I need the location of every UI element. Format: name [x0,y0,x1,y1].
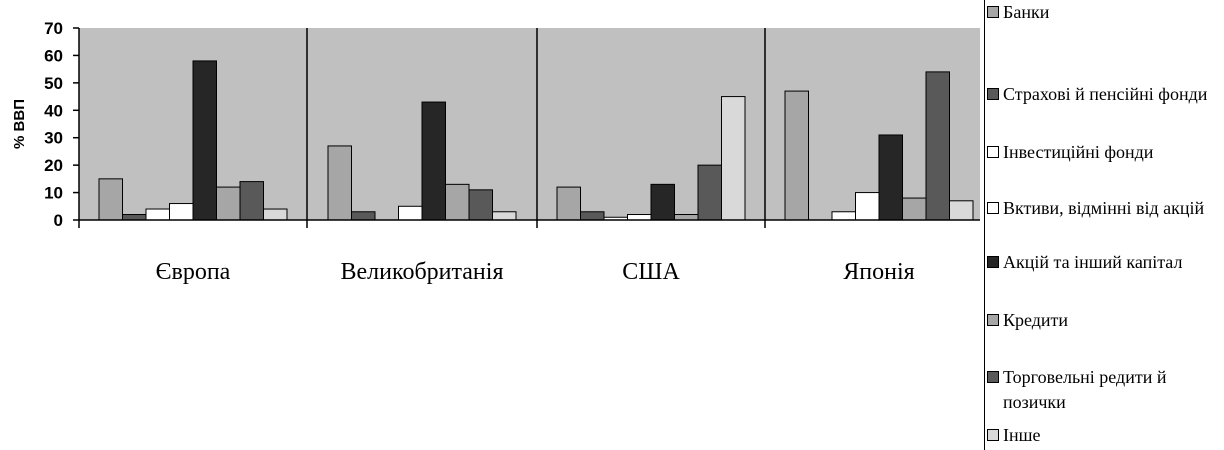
y-tick-label: 0 [54,211,63,230]
legend-swatch [987,371,999,383]
bar [784,90,809,221]
legend-label: Вктиви, відмінні від акцій [1003,198,1205,218]
legend-item: Акцій та інший капітал [987,250,1223,275]
legend-swatch [987,202,999,214]
legend-swatch [987,314,999,326]
bar [855,192,880,221]
legend-item: Банки [987,0,1223,25]
bar [831,211,856,221]
y-tick-label: 70 [44,19,63,38]
bar [445,183,470,221]
legend-swatch [987,256,999,268]
bar [492,211,517,221]
y-tick-label: 40 [44,101,63,120]
bar [556,186,581,221]
legend-label: Інше [1003,425,1041,445]
y-axis-title: % ВВП [11,99,28,149]
y-tick-label: 60 [44,46,63,65]
bar [902,197,927,221]
bar [98,178,123,221]
legend-item: Страхові й пенсійні фонди [987,82,1223,107]
bar [169,203,194,221]
bar [421,101,446,221]
legend-item: Торговельні редити й позички [987,365,1223,415]
legend-label: Акцій та інший капітал [1003,252,1183,272]
legend-label: Банки [1003,2,1050,22]
y-tick-label: 50 [44,74,63,93]
bar [327,145,352,221]
bar [398,205,423,221]
legend: Банки Страхові й пенсійні фонди Інвестицій… [984,0,1224,450]
bar-chart: Європа Великобританія США Японія 0 10 20 30 40 50… [11,19,980,285]
x-category-label: Великобританія [341,259,504,285]
bar [263,208,288,221]
legend-swatch [987,146,999,158]
bar [949,200,974,221]
y-tick-label: 30 [44,129,63,148]
bar [351,211,376,221]
legend-label: Кредити [1003,310,1069,330]
bar [650,183,675,221]
legend-item: Вктиви, відмінні від акцій [987,196,1223,221]
legend-swatch [987,6,999,18]
y-tick-label: 20 [44,156,63,175]
legend-label: Страхові й пенсійні фонди [1003,84,1208,104]
legend-item: Інвестиційні фонди [987,140,1223,165]
bar [468,189,493,221]
x-category-label: Європа [156,259,231,285]
y-tick-label: 10 [44,184,63,203]
legend-item: Інше [987,423,1223,448]
bar [721,96,746,221]
bar [580,211,605,221]
x-category-label: США [622,259,680,285]
bar [145,208,170,221]
bar [216,186,241,221]
bar [878,134,903,221]
bar [122,214,147,221]
bar [697,164,722,221]
bar [674,214,699,221]
bar [239,181,264,221]
legend-label: Інвестиційні фонди [1003,142,1154,162]
legend-swatch [987,88,999,100]
legend-swatch [987,429,999,441]
x-category-label: Японія [843,259,914,285]
bar [192,60,217,221]
bar [925,71,950,221]
legend-item: Кредити [987,308,1223,333]
bar [627,214,652,221]
legend-label: Торговельні редити й позички [1003,367,1167,412]
